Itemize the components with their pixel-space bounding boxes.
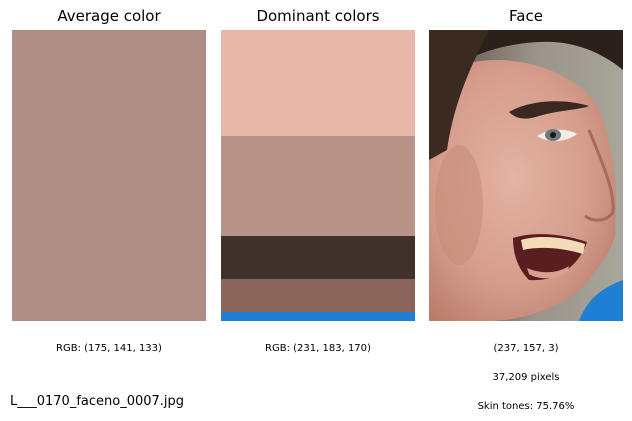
dominant-colors-title: Dominant colors [256,7,380,25]
average-color-swatch [12,30,206,321]
dominant-color-band [221,236,415,279]
average-color-rgb: RGB: (175, 141, 133) [56,343,162,354]
face-rgb: (237, 157, 3) [493,343,559,354]
dominant-color-band [221,312,415,321]
dominant-color-band [221,30,415,136]
dominant-colors-stack [221,30,415,321]
face-title: Face [509,7,543,25]
dominant-color-rgb: RGB: (231, 183, 170) [265,343,371,354]
image-filename: L___0170_faceno_0007.jpg [10,394,185,409]
dominant-color-band [221,279,415,312]
average-color-title: Average color [57,7,161,25]
dominant-color-band [221,136,415,236]
skin-tone-percentage: Skin tones: 75.76% [477,401,575,412]
face-pixel-count: 37,209 pixels [492,372,560,383]
face-photo [429,30,623,321]
